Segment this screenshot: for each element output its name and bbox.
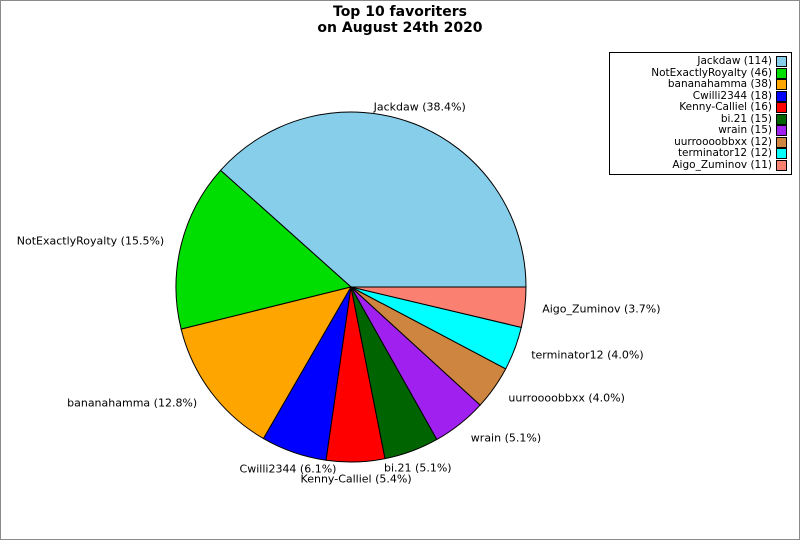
pie-slice-aigo-zuminov <box>350 286 527 328</box>
legend-item-bi-21: bi.21 (15) <box>614 112 787 126</box>
slice-label-terminator12: terminator12 (4.0%) <box>531 348 644 362</box>
legend-swatch-icon <box>776 136 787 148</box>
legend-swatch-icon <box>776 125 787 137</box>
legend-swatch-icon <box>776 159 787 171</box>
pie-slice-bananahamma <box>180 286 353 440</box>
legend-label: wrain (15) <box>718 124 772 136</box>
legend-label: bananahamma (38) <box>667 78 772 90</box>
legend-label: Kenny-Calliel (16) <box>679 101 772 113</box>
slice-label-bi-21: bi.21 (5.1%) <box>384 461 452 474</box>
legend-label: NotExactlyRoyalty (46) <box>651 66 772 79</box>
legend-swatch-icon <box>776 56 787 68</box>
chart-title: Top 10 favoriters on August 24th 2020 <box>1 4 799 36</box>
slice-label-kenny-calliel: Kenny-Calliel (5.4%) <box>300 472 412 486</box>
legend-item-notexactlyroyalty: NotExactlyRoyalty (46) <box>614 66 787 80</box>
legend-item-uurroooobbxx: uurroooobbxx (12) <box>614 135 787 149</box>
pie-slice-notexactlyroyalty <box>175 169 353 330</box>
chart-title-line2: on August 24th 2020 <box>317 20 483 36</box>
legend-item-kenny-calliel: Kenny-Calliel (16) <box>614 101 787 114</box>
legend-item-bananahamma: bananahamma (38) <box>614 78 787 91</box>
legend-swatch-icon <box>776 102 787 114</box>
legend: Jackdaw (114) NotExactlyRoyalty (46) banan… <box>609 52 792 175</box>
legend-label: Cwilli2344 (18) <box>692 89 772 102</box>
legend-item-cwilli2344: Cwilli2344 (18) <box>614 89 787 103</box>
legend-label: Jackdaw (114) <box>697 55 772 67</box>
legend-item-aigo-zuminov: Aigo_Zuminov (11) <box>614 158 787 172</box>
legend-label: Aigo_Zuminov (11) <box>672 158 772 171</box>
legend-swatch-icon <box>776 90 787 102</box>
legend-item-terminator12: terminator12 (12) <box>614 147 787 160</box>
slice-label-notexactlyroyalty: NotExactlyRoyalty (15.5%) <box>16 234 165 248</box>
pie-slice-jackdaw <box>219 111 527 288</box>
legend-swatch-icon <box>776 79 787 91</box>
legend-swatch-icon <box>776 148 787 160</box>
legend-swatch-icon <box>776 67 787 79</box>
chart-title-line1: Top 10 favoriters <box>333 4 467 20</box>
slice-label-uurroooobbxx: uurroooobbxx (4.0%) <box>508 391 625 405</box>
slice-label-cwilli2344: Cwilli2344 (6.1%) <box>239 462 337 476</box>
legend-label: terminator12 (12) <box>677 147 772 159</box>
slice-label-jackdaw: Jackdaw (38.4%) <box>373 100 466 114</box>
slice-label-bananahamma: bananahamma (12.8%) <box>67 396 198 410</box>
slice-label-aigo-zuminov: Aigo_Zuminov (3.7%) <box>542 302 661 316</box>
legend-item-wrain: wrain (15) <box>614 124 787 137</box>
legend-label: bi.21 (15) <box>720 112 772 125</box>
legend-item-jackdaw: Jackdaw (114) <box>614 55 787 68</box>
legend-label: uurroooobbxx (12) <box>674 135 772 148</box>
slice-label-wrain: wrain (5.1%) <box>470 431 542 445</box>
legend-swatch-icon <box>776 113 787 125</box>
